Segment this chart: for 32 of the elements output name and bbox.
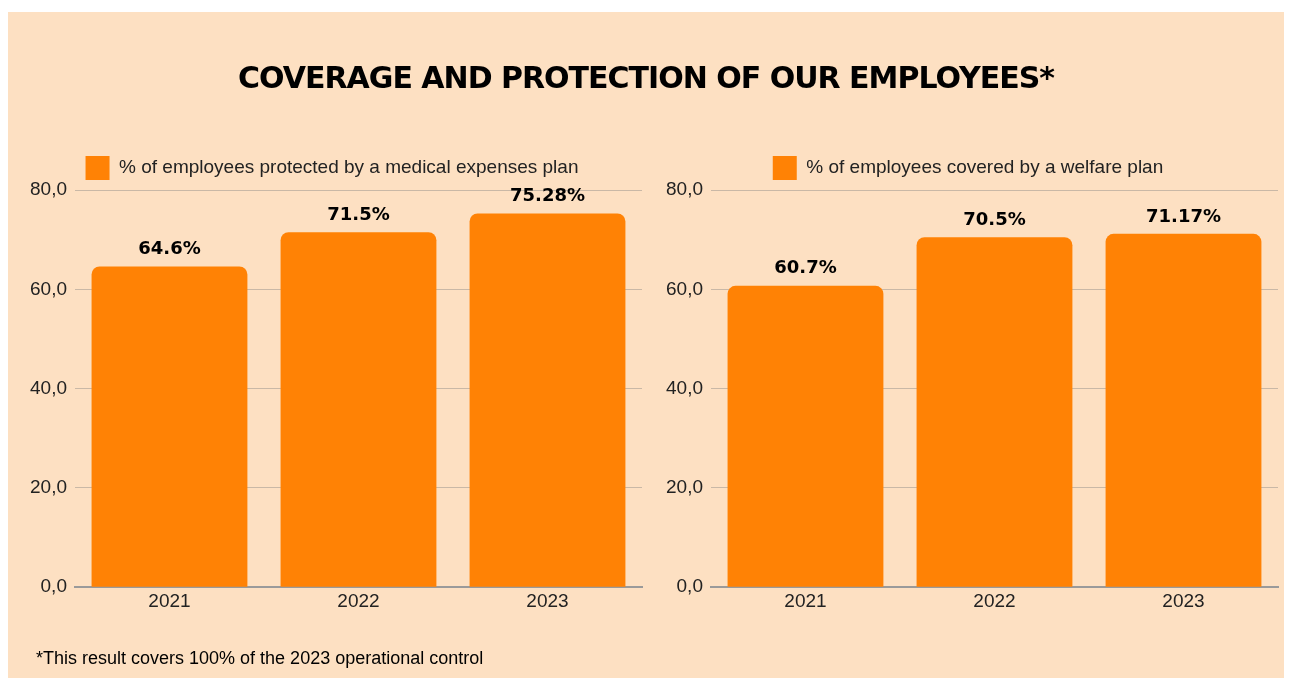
text: *This result covers 100% of the 2023 operational control — [36, 648, 484, 669]
data-label: 64.6% — [138, 237, 201, 259]
x-tick-label: 2021 — [784, 589, 827, 611]
legend-label: % of employees protected by a medical expenses plan — [119, 156, 579, 178]
y-tick-label: 40,0 — [30, 376, 67, 398]
y-tick-label: 20,0 — [30, 476, 67, 498]
y-tick-label: 60,0 — [666, 277, 703, 299]
data-label: 71.5% — [327, 202, 390, 224]
x-tick-label: 2022 — [337, 589, 380, 611]
data-label: 70.5% — [963, 207, 1026, 229]
y-tick-label: 80,0 — [30, 178, 67, 200]
data-label: 75.28% — [510, 184, 585, 206]
bar — [469, 213, 626, 587]
bar — [1105, 233, 1262, 587]
bar — [280, 232, 437, 587]
chart-title: COVERAGE AND PROTECTION OF OUR EMPLOYEES* — [237, 60, 1055, 95]
x-tick-label: 2023 — [1162, 589, 1205, 611]
y-tick-label: 0,0 — [676, 575, 703, 597]
y-tick-label: 40,0 — [666, 376, 703, 398]
x-tick-label: 2023 — [526, 589, 569, 611]
data-label: 71.17% — [1146, 204, 1221, 226]
data-label: 60.7% — [774, 256, 837, 278]
legend-label: % of employees covered by a welfare plan — [806, 156, 1164, 178]
y-tick-label: 60,0 — [30, 277, 67, 299]
bar — [916, 237, 1073, 587]
y-tick-label: 0,0 — [40, 575, 67, 597]
x-tick-label: 2022 — [973, 589, 1016, 611]
bar — [727, 285, 884, 587]
y-tick-label: 80,0 — [666, 178, 703, 200]
bar — [91, 266, 248, 587]
x-tick-label: 2021 — [148, 589, 191, 611]
y-tick-label: 20,0 — [666, 476, 703, 498]
